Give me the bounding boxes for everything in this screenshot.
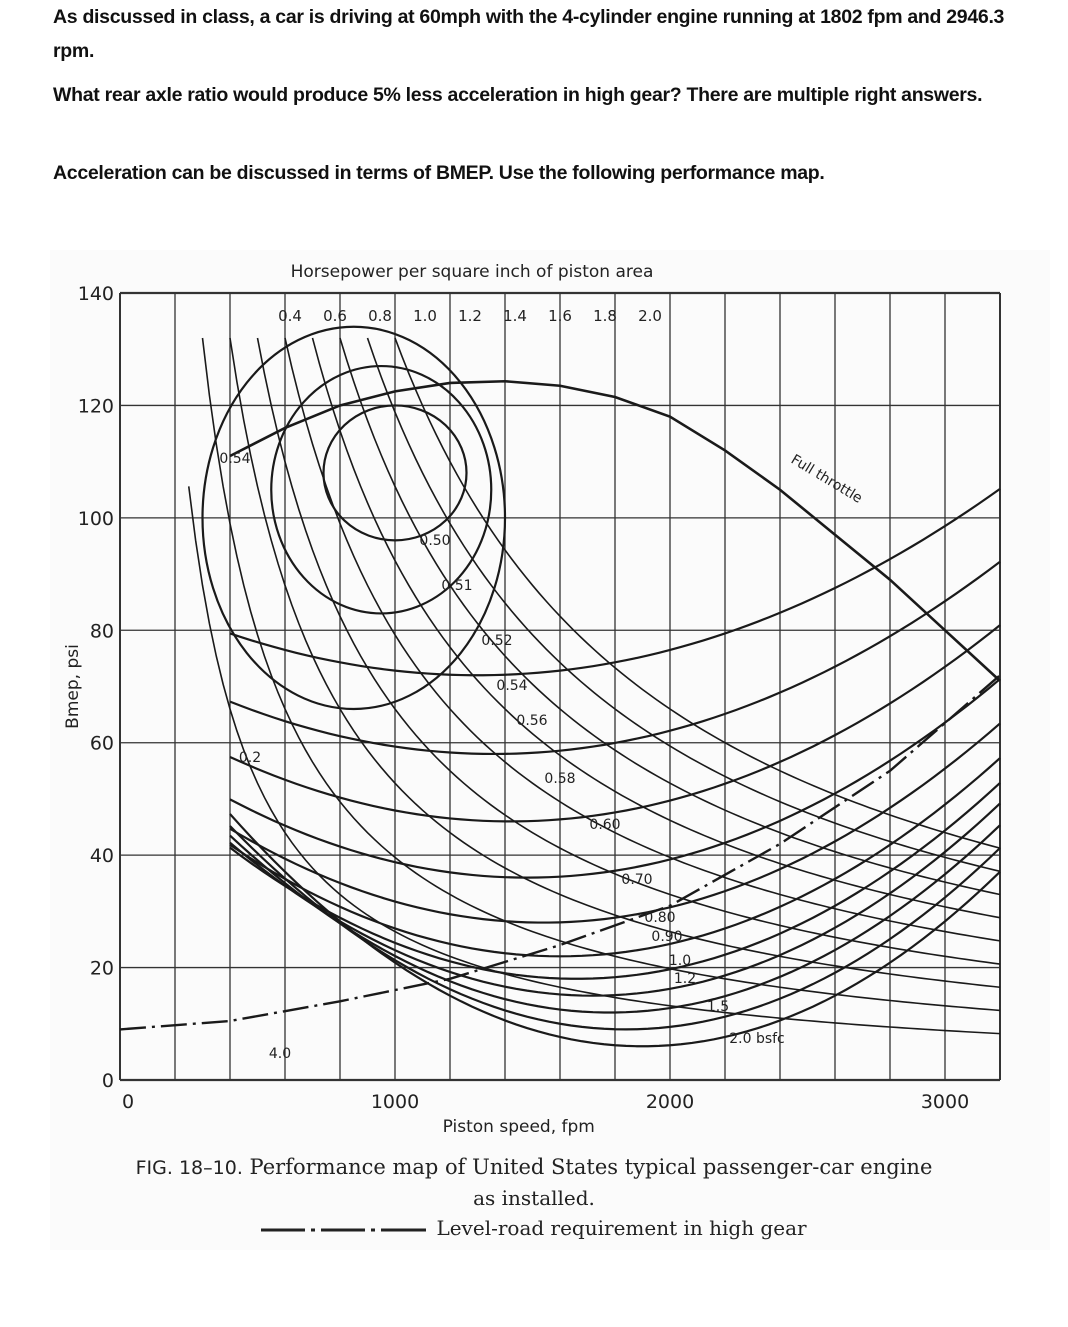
hp-label: 0.4 [278,307,302,325]
hp-line [284,337,1001,942]
full-throttle-curve [229,379,1001,682]
bsfc-contour [322,404,468,542]
bsfc-label: 1.0 [669,953,691,969]
figure-number: FIG. 18–10. [135,1157,243,1179]
curves [119,325,1001,1048]
bsfc-contour [229,487,1001,677]
figure-caption-line-2: as installed. [473,1186,595,1210]
x-tick-label: 2000 [646,1091,694,1113]
hp-line [256,337,1001,965]
bsfc-contour [229,757,1001,958]
y-axis: 0 20 40 60 80 100 120 140 Bmep, psi [63,283,114,1092]
question-paragraph-2: What rear axle ratio would produce 5% le… [53,84,983,106]
bsfc-label: 0.60 [589,817,620,833]
y-tick-label: 0 [102,1070,114,1092]
question-paragraph-3: Acceleration can be discussed in terms o… [53,162,825,184]
bsfc-label: 0.58 [544,771,575,787]
bsfc-label: 0.80 [644,910,675,926]
y-tick-label: 80 [90,620,114,642]
bsfc-contour [229,802,1001,997]
x-tick-label: 1000 [371,1091,419,1113]
y-tick-label: 120 [78,395,114,417]
chart-title: Horsepower per square inch of piston are… [291,262,654,282]
y-tick-label: 140 [78,283,114,305]
bsfc-label: 0.56 [516,713,547,729]
bsfc-label: 1.5 [707,999,729,1015]
performance-map-chart: 0 20 40 60 80 100 120 140 Bmep, psi 0 1000 2000 3000… [63,262,1001,1137]
x-tick-label: 0 [122,1091,134,1113]
figure-caption: FIG. 18–10. Performance map of United St… [0,1155,1068,1179]
bsfc-label: 0.52 [481,633,512,649]
hp-label: 2.0 [638,307,662,325]
bsfc-label: 0.50 [419,533,450,549]
hp-label: 1.4 [503,307,527,325]
bsfc-label: 0.70 [621,872,652,888]
bsfc-contour [229,624,1001,823]
bsfc-contour [229,722,1001,924]
bsfc-label: 0.90 [651,929,682,945]
hp-label: 1.0 [413,307,437,325]
bsfc-contour [229,678,1001,879]
legend-label: Level-road requirement in high gear [436,1216,807,1240]
bsfc-label: 0.54 [219,451,250,467]
y-axis-label: Bmep, psi [63,644,83,729]
hp-line [187,486,1001,1035]
bsfc-contour [270,364,493,615]
grid [119,291,1001,1082]
hp-line [311,337,1001,919]
bsfc-label: 0.2 [239,750,261,766]
x-axis-label: Piston speed, fpm [443,1117,595,1137]
bsfc-label: 4.0 [269,1046,291,1062]
y-tick-label: 40 [90,845,114,867]
bsfc-contour [201,325,507,711]
hp-label: 0.8 [368,307,392,325]
full-throttle-label: Full throttle [788,452,865,507]
hp-label: 0.6 [323,307,347,325]
hp-line [394,337,1001,849]
dash-dot-line-icon [261,1228,427,1231]
y-tick-label: 60 [90,733,114,755]
y-tick-label: 20 [90,958,114,980]
figure-caption-text: Performance map of United States typical… [249,1155,933,1179]
hp-label: 1.6 [548,307,572,325]
hp-line [229,337,1001,989]
bsfc-contour [229,782,1001,980]
bsfc-label: 0.51 [441,578,472,594]
figure-legend: Level-road requirement in high gear [0,1216,1068,1240]
question-paragraph-1: As discussed in class, a car is driving … [53,6,1005,62]
x-axis: 0 1000 2000 3000 Piston speed, fpm [122,1091,969,1137]
y-tick-label: 100 [78,508,114,530]
hp-label: 1.2 [458,307,482,325]
level-road-requirement-curve [119,674,1001,1031]
bsfc-label: 1.2 [674,971,696,987]
x-tick-label: 3000 [921,1091,969,1113]
hp-label: 1.8 [593,307,617,325]
performance-map-figure: 0 20 40 60 80 100 120 140 Bmep, psi 0 1000 2000 3000… [50,250,1050,1250]
bsfc-contour [229,813,1001,1048]
bsfc-label: 2.0 bsfc [729,1031,785,1047]
bsfc-contour [229,560,1001,756]
bsfc-label: 0.54 [496,678,527,694]
